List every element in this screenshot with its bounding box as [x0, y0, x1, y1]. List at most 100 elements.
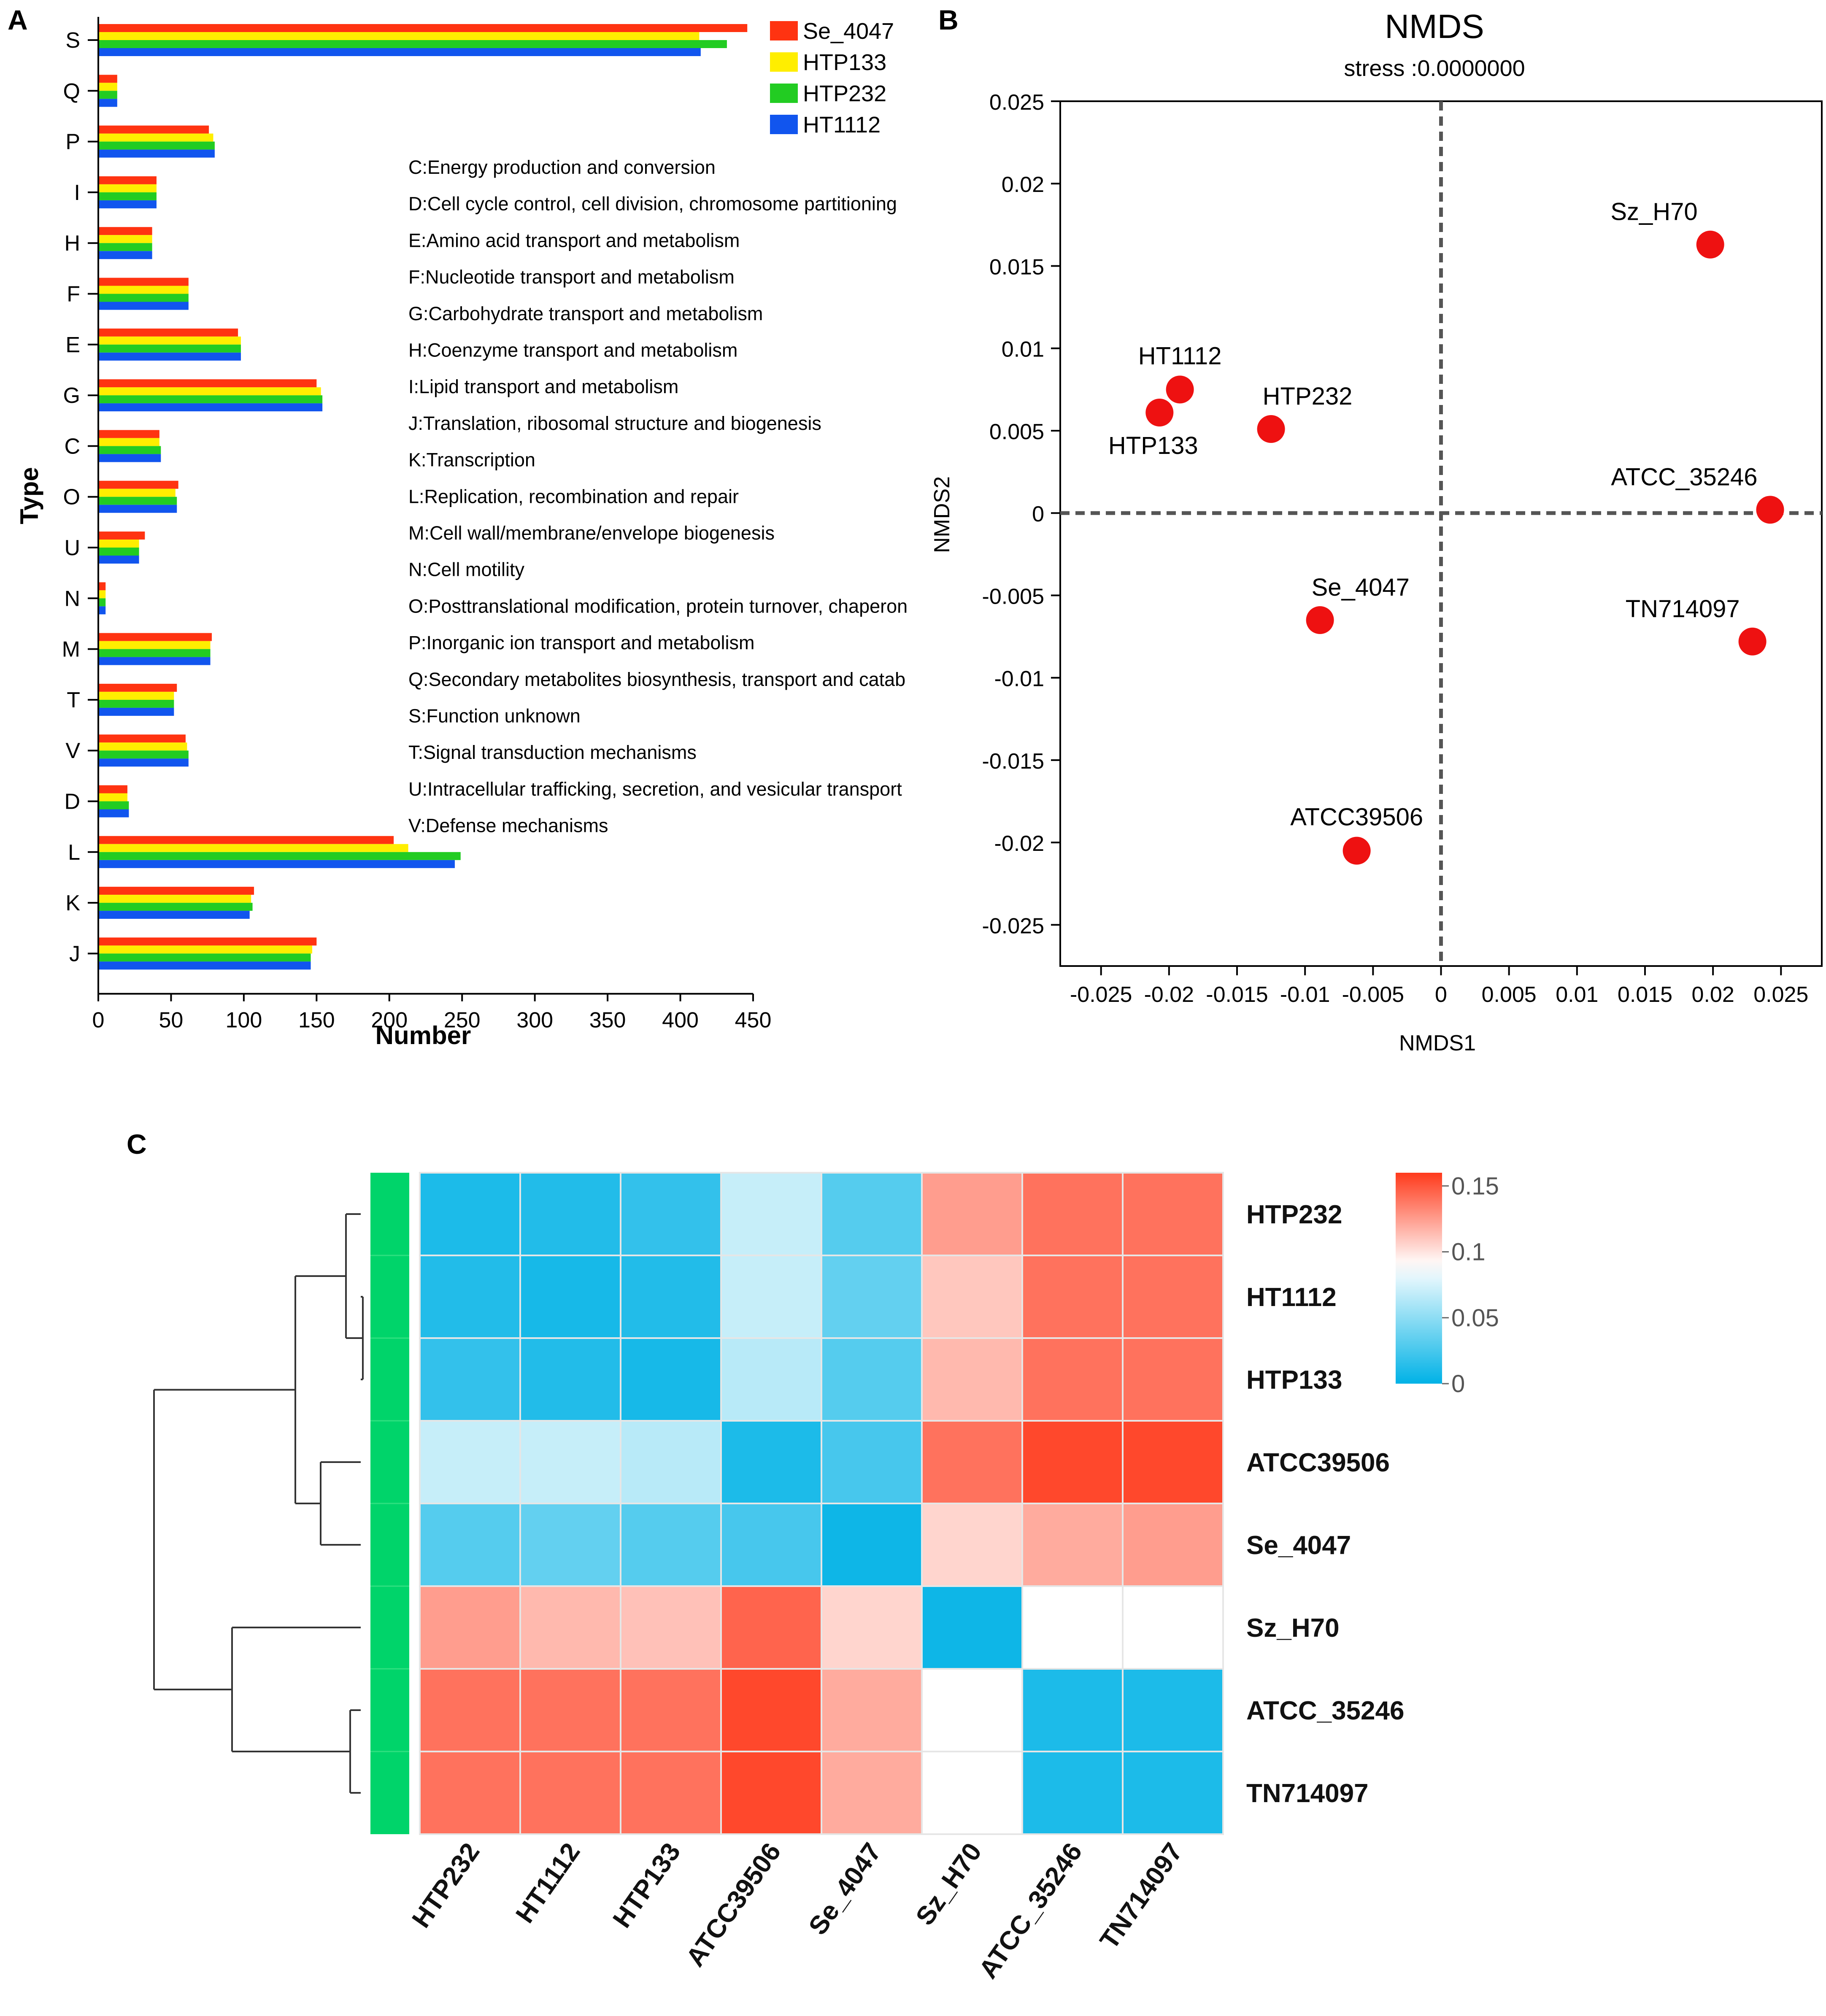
- heatmap-cell: [720, 1337, 822, 1422]
- point-label: HT1112: [1138, 342, 1222, 370]
- heatmap-cell: [1021, 1751, 1124, 1835]
- bar: [98, 582, 106, 591]
- bar: [98, 286, 189, 294]
- data-point: [1756, 496, 1784, 524]
- bar: [98, 302, 189, 310]
- heatmap-cell: [1122, 1751, 1224, 1835]
- bar: [98, 251, 152, 259]
- heatmap-cell: [921, 1420, 1023, 1504]
- heatmap-cell: [620, 1172, 722, 1256]
- heatmap-row-label: ATCC_35246: [1246, 1696, 1404, 1725]
- x-tick-label: 350: [589, 1008, 626, 1033]
- x-tick-label: -0.01: [1280, 982, 1330, 1007]
- bar: [98, 227, 152, 235]
- bar: [98, 99, 117, 107]
- category-label: L: [68, 840, 80, 865]
- bar: [98, 953, 311, 962]
- y-tick-label: -0.02: [994, 831, 1044, 856]
- bar: [98, 235, 152, 243]
- bar: [98, 278, 189, 286]
- bar: [98, 438, 159, 446]
- y-tick-label: 0.025: [989, 90, 1044, 115]
- heatmap-column-label: HTP232: [406, 1838, 485, 1933]
- nmds-x-axis-title: NMDS1: [1399, 1031, 1476, 1055]
- category-label: T: [67, 688, 80, 712]
- heatmap-cell: [620, 1585, 722, 1670]
- bar: [98, 945, 312, 954]
- bar: [98, 505, 177, 513]
- heatmap-cell: [620, 1420, 722, 1504]
- panel-letter-b: B: [938, 4, 959, 35]
- bar-chart-x-axis-title: Number: [375, 1021, 471, 1050]
- heatmap-cell: [821, 1668, 923, 1752]
- bar-chart-y-axis-title: Type: [15, 467, 43, 524]
- heatmap-row-label: HT1112: [1246, 1283, 1337, 1312]
- legend-swatch: [770, 115, 798, 134]
- bar: [98, 961, 311, 970]
- y-tick-label: -0.025: [982, 914, 1044, 938]
- category-label: I: [74, 181, 80, 205]
- bar: [98, 24, 748, 32]
- category-label: O: [63, 485, 80, 510]
- heatmap-cell: [720, 1255, 822, 1339]
- heatmap-cell: [1021, 1585, 1124, 1670]
- heatmap-cell: [620, 1668, 722, 1752]
- heatmap-cell: [720, 1751, 822, 1835]
- cog-annotation: G:Carbohydrate transport and metabolism: [408, 303, 763, 324]
- category-label: J: [69, 942, 80, 966]
- category-label: P: [65, 130, 80, 154]
- data-point: [1696, 230, 1724, 259]
- heatmap-row-label: TN714097: [1246, 1779, 1369, 1808]
- bar: [98, 243, 152, 251]
- bar: [98, 454, 161, 462]
- heatmap-row-label: HTP133: [1246, 1366, 1342, 1395]
- heatmap-row-label: Se_4047: [1246, 1531, 1351, 1560]
- y-tick-label: 0.01: [1002, 337, 1044, 362]
- heatmap-cell: [620, 1255, 722, 1339]
- heatmap-cell: [921, 1172, 1023, 1256]
- cog-annotation: J:Translation, ribosomal structure and b…: [408, 413, 821, 434]
- y-tick-label: -0.015: [982, 749, 1044, 774]
- bar: [98, 133, 213, 142]
- category-label: G: [63, 383, 80, 408]
- heatmap-cell: [921, 1668, 1023, 1752]
- x-tick-label: 0.01: [1556, 982, 1598, 1007]
- bar: [98, 40, 727, 48]
- heatmap-cell: [419, 1668, 521, 1752]
- cog-annotation: N:Cell motility: [408, 559, 525, 580]
- point-label: Se_4047: [1312, 574, 1410, 601]
- heatmap-cell: [720, 1503, 822, 1587]
- heatmap-column-label: ATCC39506: [681, 1838, 787, 1972]
- heatmap-cell: [720, 1420, 822, 1504]
- cog-annotation: K:Transcription: [408, 449, 535, 471]
- bar: [98, 836, 394, 844]
- heatmap-cell: [821, 1585, 923, 1670]
- heatmap-cell: [821, 1420, 923, 1504]
- heatmap-cell: [519, 1255, 621, 1339]
- x-tick-label: 400: [662, 1008, 699, 1033]
- heatmap-cell: [720, 1172, 822, 1256]
- bar: [98, 336, 241, 345]
- heatmap-cell: [519, 1503, 621, 1587]
- cog-annotation: E:Amino acid transport and metabolism: [408, 229, 740, 251]
- bar: [98, 801, 129, 810]
- x-tick-label: 100: [226, 1008, 262, 1033]
- bar: [98, 641, 211, 649]
- heatmap-cell: [519, 1585, 621, 1670]
- bar: [98, 606, 106, 615]
- x-tick-label: 0.02: [1692, 982, 1734, 1007]
- heatmap-cell: [720, 1668, 822, 1752]
- x-tick-label: 0: [92, 1008, 105, 1033]
- bar: [98, 793, 127, 802]
- heatmap-cell: [821, 1255, 923, 1339]
- bar: [98, 403, 323, 412]
- heatmap-cell: [1021, 1503, 1124, 1587]
- cog-annotation: T:Signal transduction mechanisms: [408, 742, 697, 763]
- heatmap-cell: [1122, 1503, 1224, 1587]
- heatmap-cell: [921, 1255, 1023, 1339]
- cog-annotation: D:Cell cycle control, cell division, chr…: [408, 193, 897, 215]
- bar: [98, 344, 241, 353]
- heatmap-cell: [1021, 1420, 1124, 1504]
- y-tick-label: -0.01: [994, 667, 1044, 691]
